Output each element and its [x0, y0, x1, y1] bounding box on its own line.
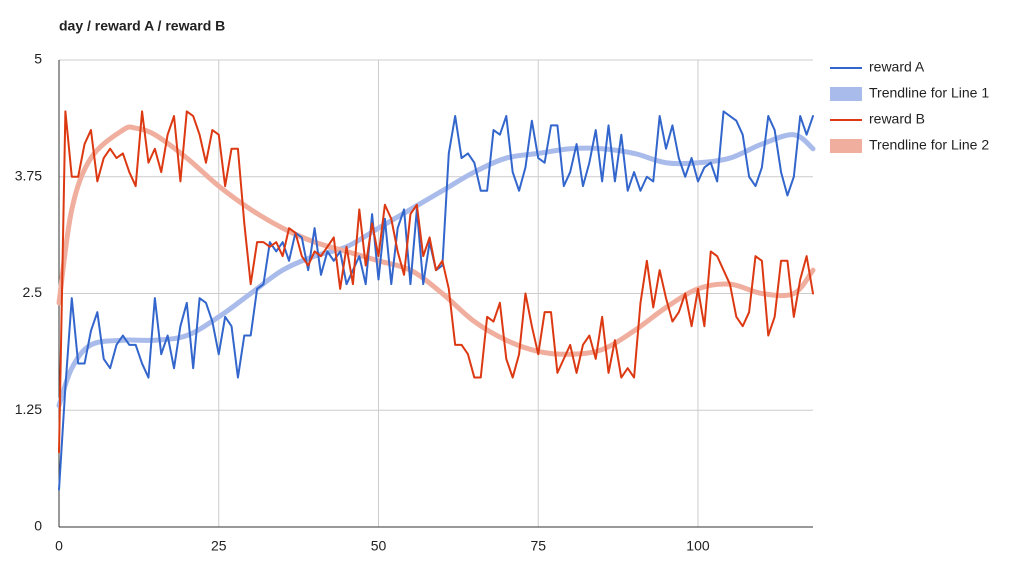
- chart-title: day / reward A / reward B: [59, 18, 225, 34]
- legend-label: Trendline for Line 1: [869, 85, 989, 101]
- x-tick-label: 75: [530, 538, 546, 554]
- x-tick-label: 25: [211, 538, 227, 554]
- x-tick-label: 50: [371, 538, 387, 554]
- y-tick-label: 1.25: [15, 401, 42, 417]
- line: [58, 110, 814, 454]
- y-tick-label: 3.75: [15, 167, 42, 183]
- y-tick-label: 5: [34, 51, 42, 67]
- trendline: [56, 132, 816, 409]
- y-tick-label: 2.5: [23, 284, 43, 300]
- legend-swatch: [830, 87, 862, 101]
- legend-label: reward A: [869, 59, 925, 75]
- y-tick-label: 0: [34, 518, 42, 534]
- trendline: [56, 124, 816, 357]
- legend-label: Trendline for Line 2: [869, 137, 989, 153]
- x-tick-label: 100: [686, 538, 710, 554]
- legend-label: reward B: [869, 111, 925, 127]
- x-tick-label: 0: [55, 538, 63, 554]
- legend-swatch: [830, 139, 862, 153]
